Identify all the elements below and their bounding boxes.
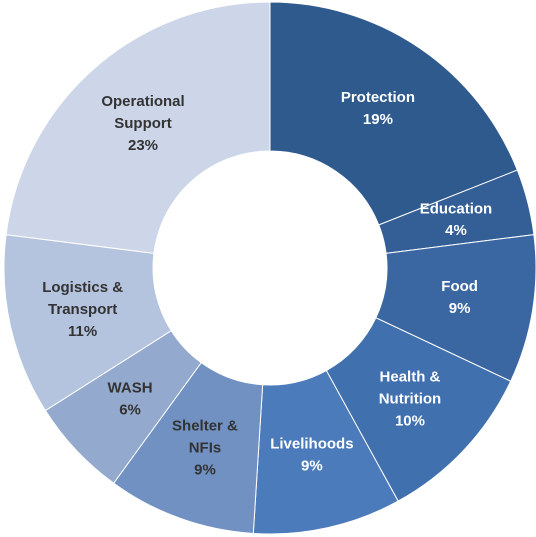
value-label: 23% — [128, 137, 158, 154]
slice-label: Protection — [341, 89, 415, 106]
donut-slice — [5, 1, 271, 254]
label-line: Livelihoods — [270, 435, 353, 452]
value-label: 9% — [194, 462, 216, 479]
value-label: 10% — [395, 412, 425, 429]
slice-label: Operational Support — [101, 93, 184, 132]
value-label: 6% — [119, 401, 141, 418]
value-label: 19% — [363, 111, 393, 128]
label-line: Protection — [341, 89, 415, 106]
slice-label: Education — [420, 200, 493, 217]
label-line: Support — [114, 115, 172, 132]
label-line: WASH — [108, 379, 153, 396]
label-line: Education — [420, 200, 493, 217]
label-line: Health & — [380, 368, 441, 385]
donut-slice — [3, 234, 172, 412]
label-line: Food — [441, 278, 478, 295]
value-label: 9% — [449, 300, 471, 317]
value-label: 4% — [445, 222, 467, 239]
slice-label: Food — [441, 278, 478, 295]
label-line: NFIs — [189, 440, 222, 457]
value-label: 11% — [68, 323, 97, 340]
label-line: Logistics & — [42, 279, 123, 296]
label-line: Transport — [48, 301, 117, 318]
slice-label: Shelter & NFIs — [172, 418, 238, 457]
donut-slice — [269, 1, 518, 226]
value-label: 9% — [301, 457, 323, 474]
label-line: Operational — [101, 93, 184, 110]
slice-label: Health & Nutrition — [379, 368, 441, 407]
slice-label: Livelihoods — [270, 435, 353, 452]
label-line: Shelter & — [172, 418, 238, 435]
slice-label: Logistics & Transport — [42, 279, 123, 318]
slice-label: WASH — [108, 379, 153, 396]
label-line: Nutrition — [379, 390, 441, 407]
